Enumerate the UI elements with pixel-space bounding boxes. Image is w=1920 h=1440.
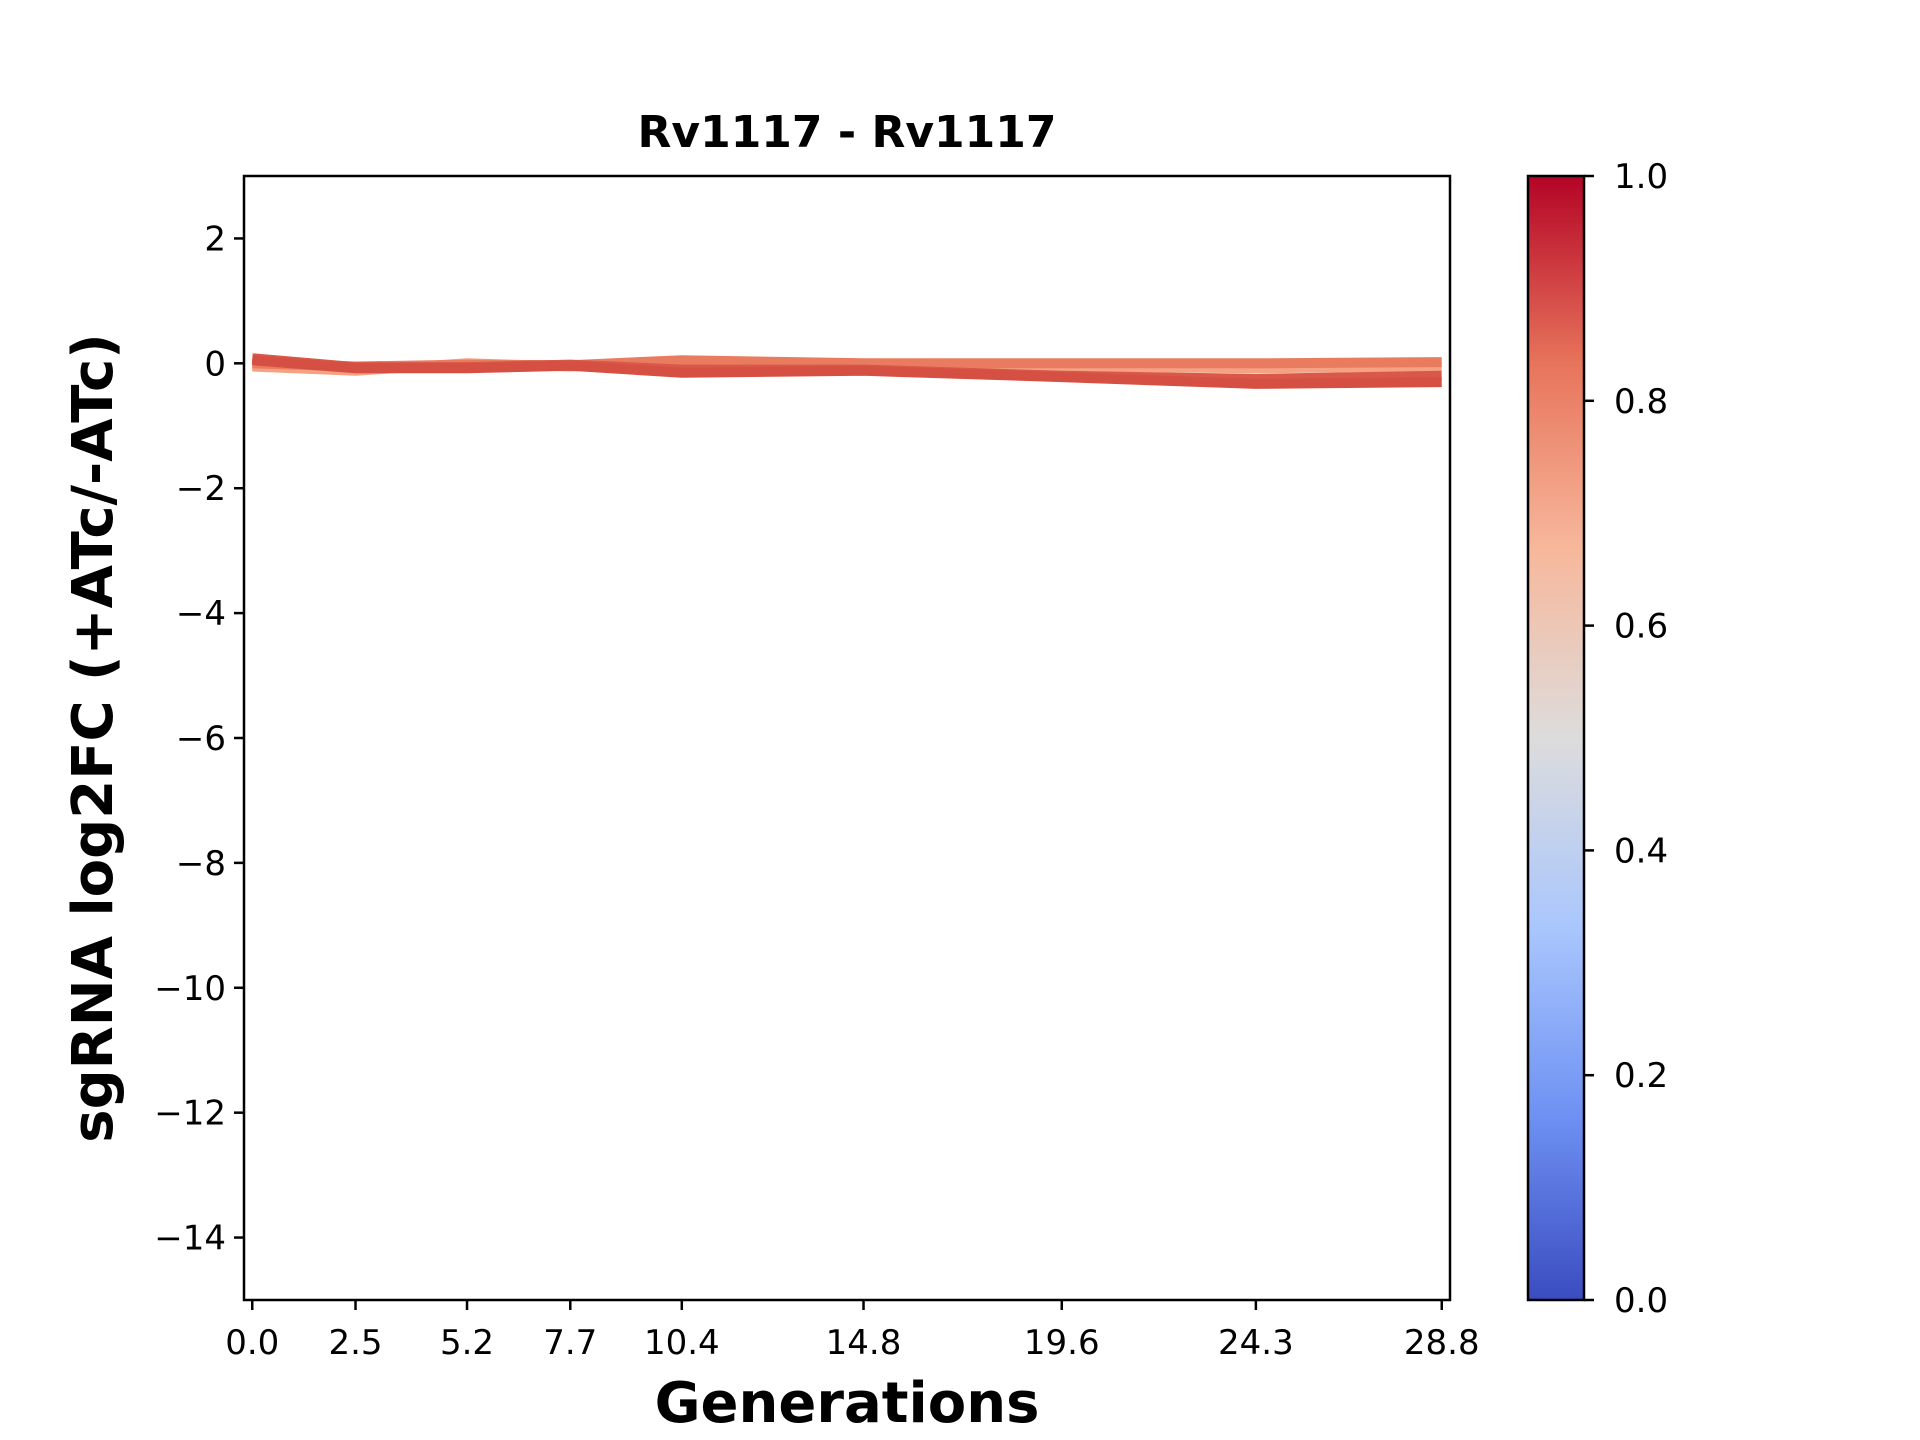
y-axis-ticks: 2 0 −2 −4 −6 −8 −10 −12 −14: [154, 219, 244, 1259]
y-tick-label: −14: [154, 1219, 226, 1259]
x-tick-label: 5.2: [440, 1323, 494, 1363]
x-axis-ticks: 0.0 2.5 5.2 7.7 10.4 14.8 19.6 24.3 28.8: [225, 1300, 1480, 1363]
y-tick-label: −4: [176, 594, 226, 634]
x-tick-label: 14.8: [826, 1323, 902, 1363]
x-tick-label: 24.3: [1218, 1323, 1294, 1363]
x-tick-label: 10.4: [644, 1323, 720, 1363]
colorbar-tick-label: 1.0: [1614, 157, 1668, 197]
x-tick-label: 2.5: [328, 1323, 382, 1363]
y-tick-label: 2: [204, 219, 226, 259]
colorbar-tick-label: 0.8: [1614, 382, 1668, 422]
x-tick-label: 7.7: [543, 1323, 597, 1363]
y-tick-label: −2: [176, 469, 226, 509]
colorbar-tick-label: 0.2: [1614, 1056, 1668, 1096]
chart-title: Rv1117 - Rv1117: [638, 107, 1057, 158]
colorbar-tick-label: 0.6: [1614, 607, 1668, 647]
x-axis-label: Generations: [655, 1371, 1040, 1436]
colorbar-tick-label: 0.4: [1614, 831, 1668, 871]
x-tick-label: 0.0: [225, 1323, 279, 1363]
plot-frame: [242, 174, 1452, 1302]
y-axis-label: sgRNA log2FC (+ATc/-ATc): [61, 333, 126, 1143]
x-tick-label: 28.8: [1404, 1323, 1480, 1363]
y-tick-label: 0: [204, 344, 226, 384]
y-tick-label: −10: [154, 969, 226, 1009]
series-line-4: [251, 355, 1442, 389]
series-lines: [251, 353, 1442, 389]
colorbar-ticks: 0.0 0.2 0.4 0.6 0.8 1.0: [1584, 157, 1668, 1321]
y-tick-label: −6: [176, 719, 226, 759]
y-tick-label: −12: [154, 1094, 226, 1134]
colorbar-tick-label: 0.0: [1614, 1281, 1668, 1321]
x-tick-label: 19.6: [1024, 1323, 1100, 1363]
y-tick-label: −8: [176, 844, 226, 884]
colorbar: [1526, 174, 1586, 1302]
